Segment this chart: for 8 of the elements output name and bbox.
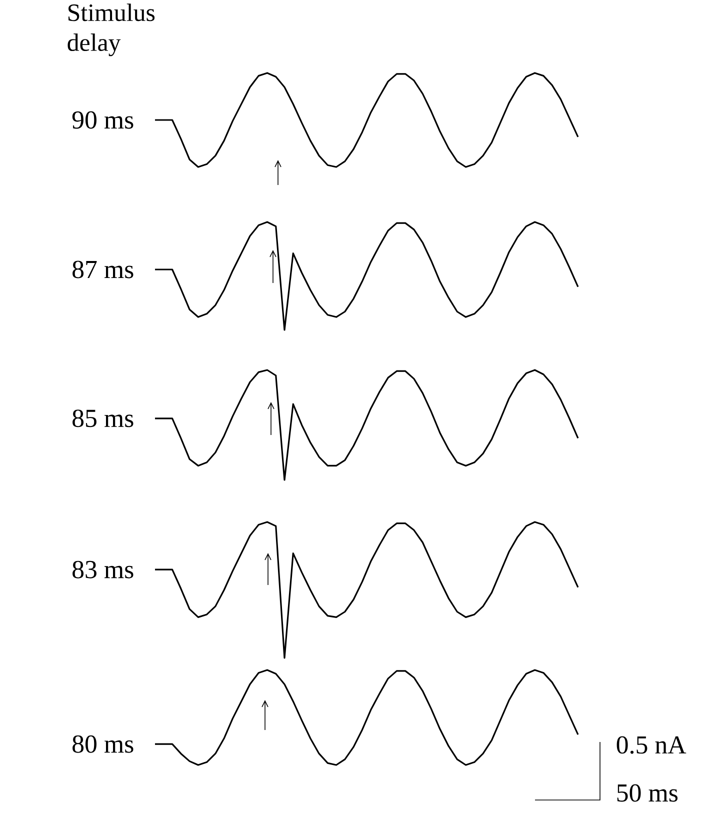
y-axis-title: 90 ms — [72, 111, 134, 129]
y-axis-title: 83 ms — [72, 560, 134, 578]
text: 0.5 nA — [616, 736, 686, 754]
text: 50 ms — [617, 784, 678, 802]
y-axis-title: 87 ms — [72, 260, 134, 278]
y-axis-title: 80 ms — [72, 735, 134, 753]
y-axis-title: 85 ms — [72, 410, 134, 428]
chart-title: Stimulus delay — [68, 4, 155, 56]
